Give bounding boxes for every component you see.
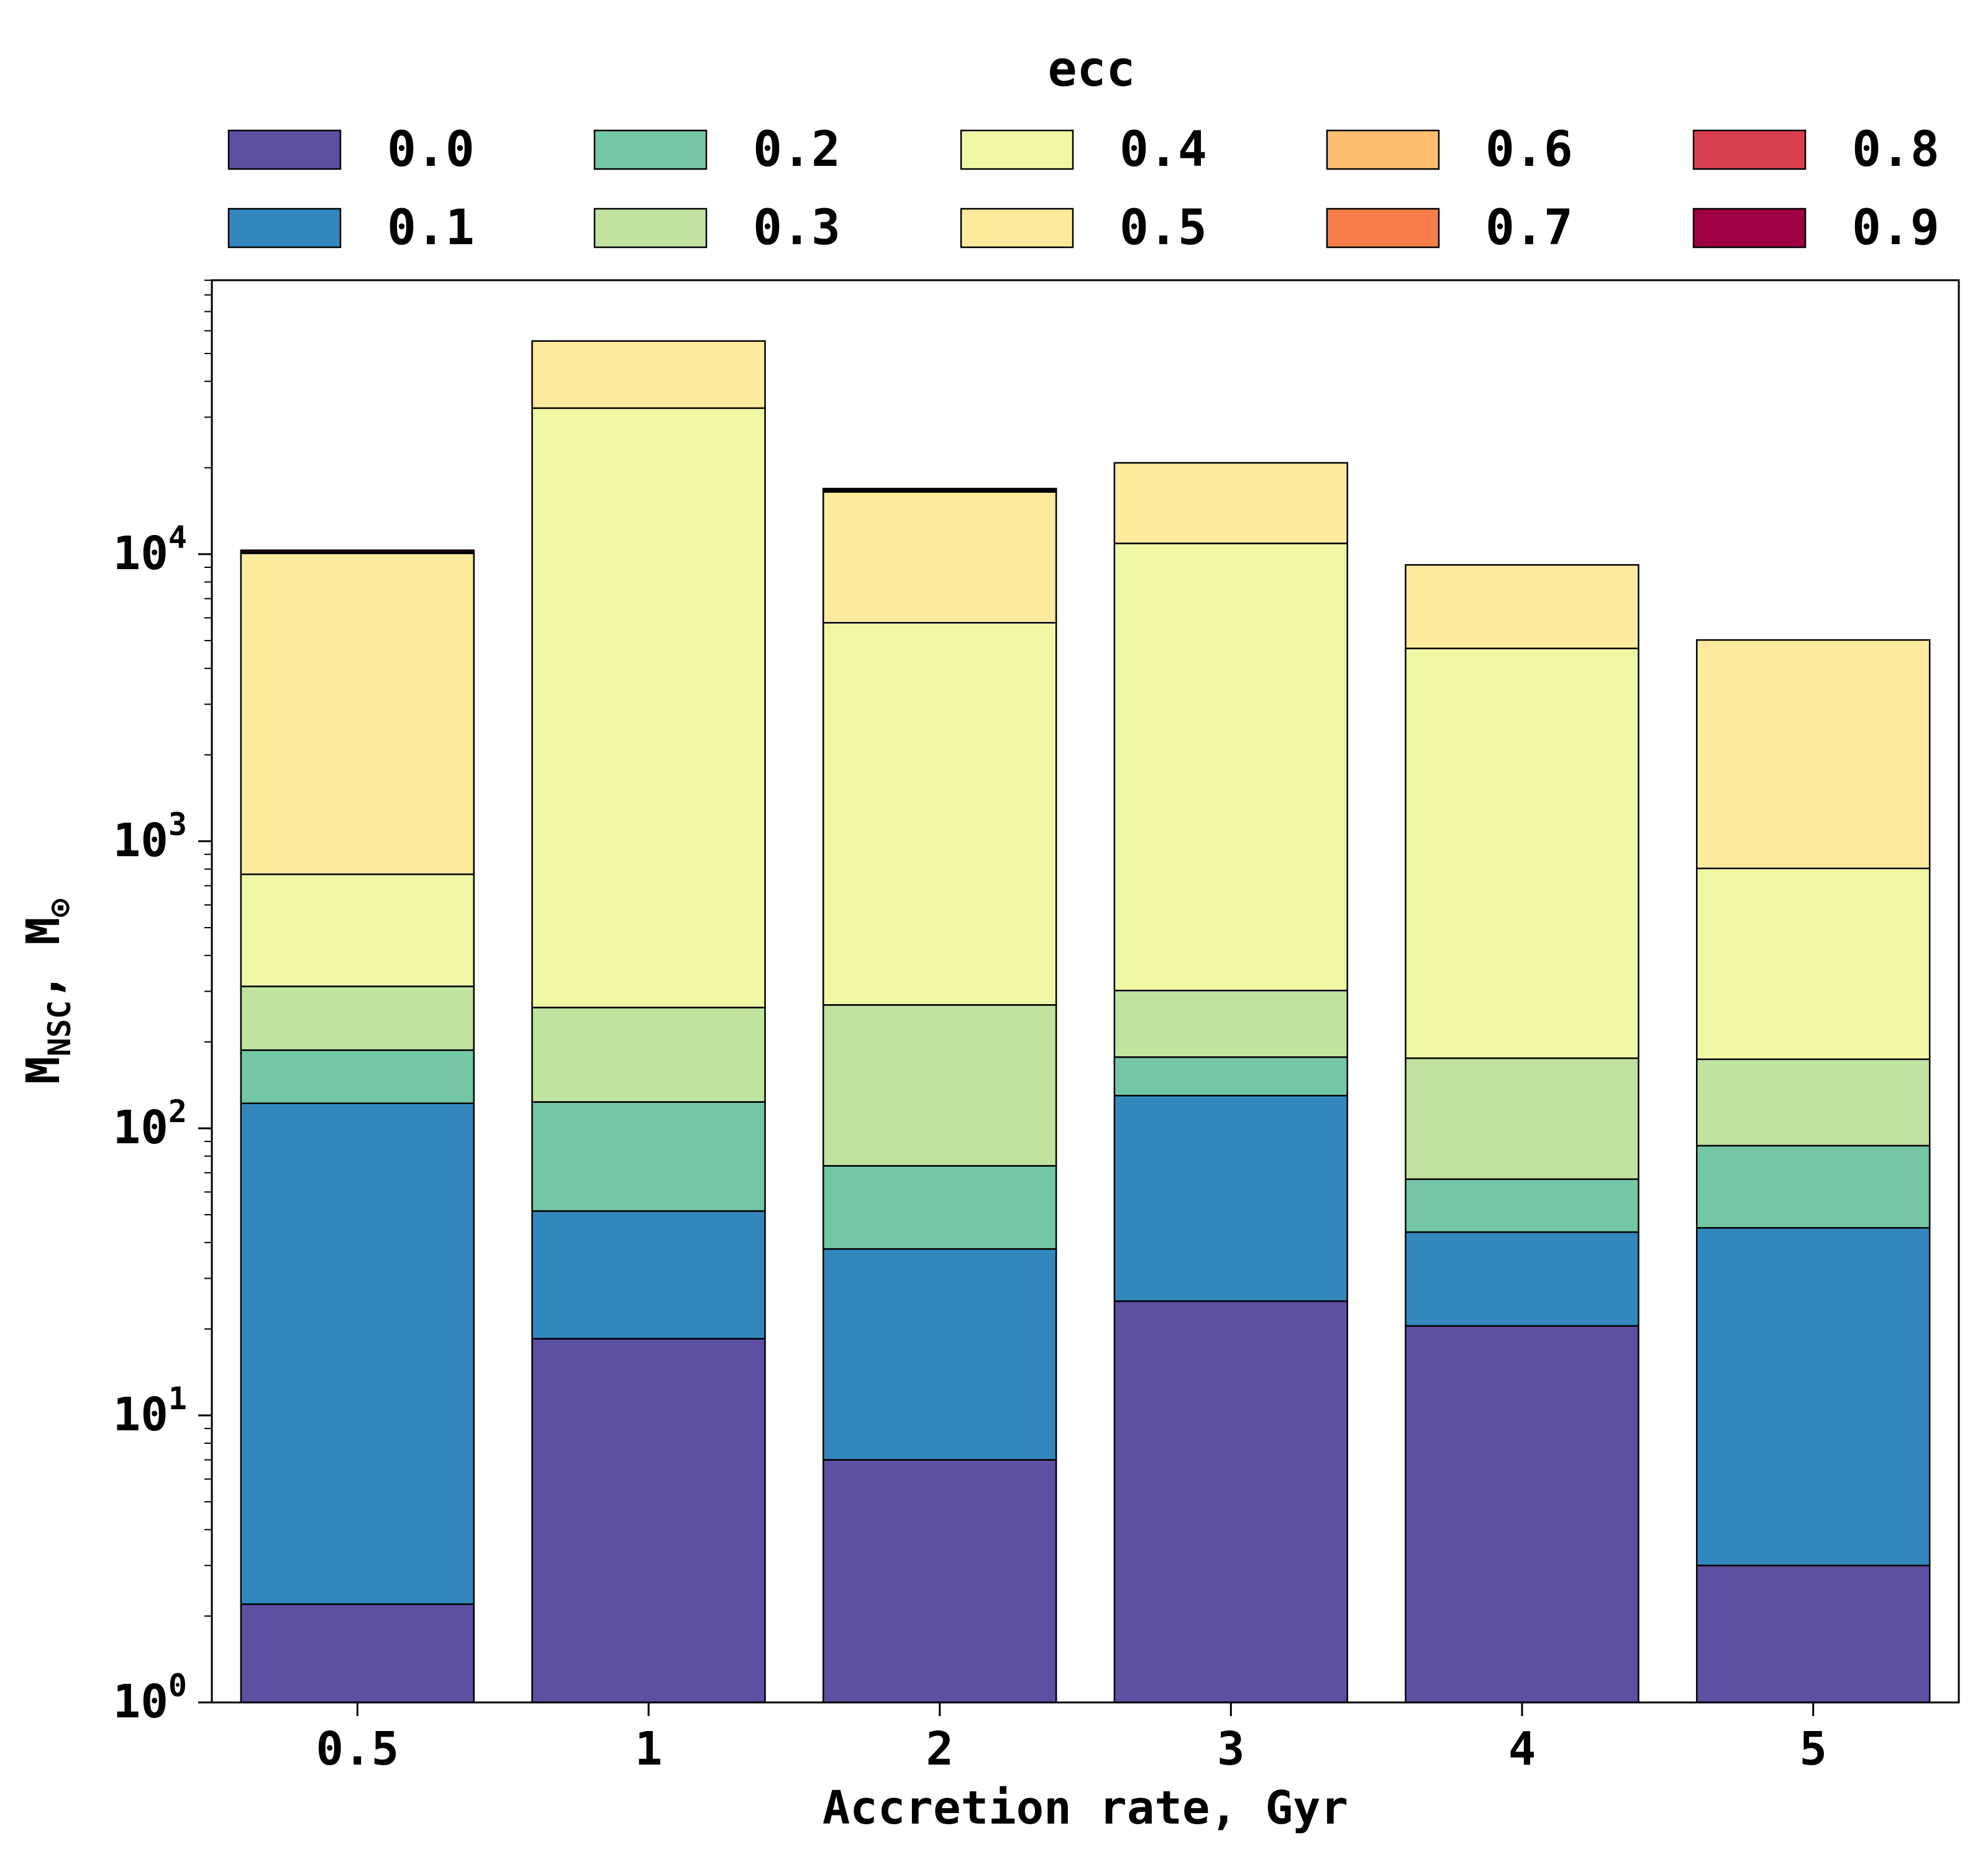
x-tick-label: 3 xyxy=(1217,1722,1245,1776)
legend-label-0.7: 0.7 xyxy=(1485,200,1573,256)
bar-segment-1-ecc-0.1 xyxy=(531,1210,766,1340)
legend-swatch-0.5 xyxy=(960,208,1074,249)
legend-label-0.9: 0.9 xyxy=(1852,200,1940,256)
legend-label-0.3: 0.3 xyxy=(753,200,841,256)
x-tick-label: 1 xyxy=(635,1722,663,1776)
bar-segment-0.5-ecc-0.9 xyxy=(240,549,475,553)
bar-segment-1-ecc-0.3 xyxy=(531,1007,766,1103)
bar-segment-5-ecc-0.0 xyxy=(1695,1565,1931,1704)
x-tick-label: 5 xyxy=(1799,1722,1827,1776)
legend-label-0.0: 0.0 xyxy=(387,122,475,178)
bar-segment-3-ecc-0.0 xyxy=(1113,1300,1349,1704)
bar-segment-3-ecc-0.5 xyxy=(1113,462,1349,544)
legend-label-0.4: 0.4 xyxy=(1119,122,1207,178)
x-tick-label: 0.5 xyxy=(316,1722,399,1776)
bar-segment-3-ecc-0.4 xyxy=(1113,542,1349,992)
bar-segment-5-ecc-0.5 xyxy=(1695,639,1931,869)
legend-swatch-0.9 xyxy=(1692,208,1807,249)
bar-segment-2-ecc-0.0 xyxy=(822,1459,1057,1704)
bar-segment-4-ecc-0.5 xyxy=(1405,564,1639,649)
legend-label-0.1: 0.1 xyxy=(387,200,475,256)
legend-swatch-0.6 xyxy=(1326,129,1440,170)
bar-segment-2-ecc-0.1 xyxy=(822,1248,1057,1461)
y-tick-label: 104 xyxy=(113,519,187,580)
y-axis-label: MNSC, M⊙ xyxy=(17,898,78,1084)
bar-segment-0.5-ecc-0.0 xyxy=(240,1603,475,1704)
legend-swatch-0.1 xyxy=(227,208,342,249)
y-tick-label: 103 xyxy=(113,806,187,867)
bar-segment-3-ecc-0.2 xyxy=(1113,1056,1349,1097)
legend-swatch-0.7 xyxy=(1326,208,1440,249)
bar-segment-0.5-ecc-0.1 xyxy=(240,1102,475,1606)
bar-segment-5-ecc-0.2 xyxy=(1695,1144,1931,1229)
bar-segment-1-ecc-0.2 xyxy=(531,1101,766,1212)
bar-segment-0.5-ecc-0.5 xyxy=(240,552,475,875)
bar-segment-4-ecc-0.4 xyxy=(1405,647,1639,1059)
bar-segment-4-ecc-0.2 xyxy=(1405,1178,1639,1233)
legend: ecc 0.0 0.1 0.2 0.3 0.4 0.5 0.6 0.7 0.8 0.9 xyxy=(227,42,1940,256)
bar-segment-4-ecc-0.3 xyxy=(1405,1057,1639,1181)
bar-segment-3-ecc-0.1 xyxy=(1113,1095,1349,1302)
x-axis-label: Accretion rate, Gyr xyxy=(823,1781,1348,1835)
x-tick-label: 2 xyxy=(926,1722,954,1776)
y-tick-label: 102 xyxy=(113,1094,187,1154)
legend-swatch-0.8 xyxy=(1692,129,1807,170)
bar-segment-4-ecc-0.1 xyxy=(1405,1231,1639,1327)
bar-segment-4-ecc-0.0 xyxy=(1405,1325,1639,1704)
bar-segment-2-ecc-0.2 xyxy=(822,1165,1057,1250)
y-tick-label: 100 xyxy=(113,1668,187,1729)
bar-segment-2-ecc-0.5 xyxy=(822,491,1057,624)
bar-segment-0.5-ecc-0.2 xyxy=(240,1049,475,1104)
bar-segment-5-ecc-0.4 xyxy=(1695,867,1931,1061)
bar-segment-5-ecc-0.3 xyxy=(1695,1058,1931,1147)
bar-segment-1-ecc-0.4 xyxy=(531,407,766,1008)
bar-segment-2-ecc-0.4 xyxy=(822,622,1057,1006)
axes: 0.5 1 2 3 4 5 100 101 102 103 104 xyxy=(113,280,1827,1776)
legend-swatch-0.2 xyxy=(593,129,708,170)
legend-swatch-0.0 xyxy=(227,129,342,170)
bar-segment-2-ecc-0.3 xyxy=(822,1004,1057,1167)
legend-label-0.5: 0.5 xyxy=(1119,200,1207,256)
bars-group xyxy=(240,340,1931,1704)
y-tick-label: 101 xyxy=(113,1381,187,1441)
legend-label-0.2: 0.2 xyxy=(753,122,841,178)
legend-swatch-0.4 xyxy=(960,129,1074,170)
bar-segment-1-ecc-0.0 xyxy=(531,1338,766,1704)
x-tick-label: 4 xyxy=(1508,1722,1536,1776)
bar-segment-5-ecc-0.1 xyxy=(1695,1227,1931,1566)
legend-label-0.6: 0.6 xyxy=(1485,122,1573,178)
legend-title: ecc xyxy=(1048,42,1136,98)
bar-segment-0.5-ecc-0.3 xyxy=(240,985,475,1051)
legend-swatch-0.3 xyxy=(593,208,708,249)
bar-segment-0.5-ecc-0.4 xyxy=(240,873,475,987)
bar-segment-3-ecc-0.3 xyxy=(1113,989,1349,1058)
legend-label-0.8: 0.8 xyxy=(1852,122,1940,178)
bar-segment-1-ecc-0.5 xyxy=(531,340,766,409)
bar-segment-2-ecc-0.9 xyxy=(822,488,1057,491)
